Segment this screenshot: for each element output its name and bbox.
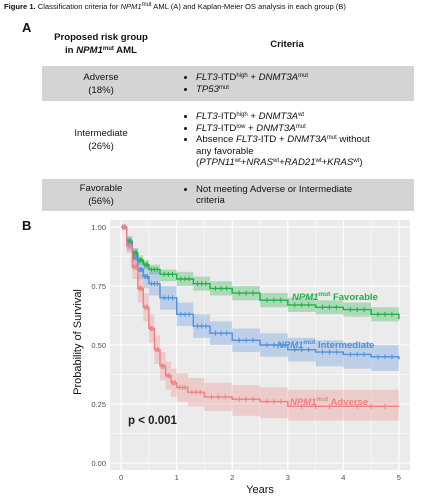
- y-tick-label: 0.75: [91, 282, 106, 291]
- caption-gene-sup: mut: [141, 2, 152, 8]
- risk-criteria-table: Proposed risk group in NPM1mut AML Crite…: [42, 22, 414, 211]
- y-tick-label: 0.50: [91, 341, 106, 350]
- header-group-line1: Proposed risk group: [54, 32, 148, 43]
- x-tick-label: 2: [230, 473, 234, 482]
- curve-adverse: [121, 226, 399, 407]
- row-favorable: Favorable (56%) Not meeting Adverse or I…: [42, 179, 414, 211]
- axis-ticks: 0.00 0.25 0.50 0.75 1.00 0 1 2 3 4 5: [91, 223, 401, 482]
- criteria-adverse: FLT3-ITDhigh + DNMT3Amut TP53mut: [160, 66, 414, 101]
- x-tick-label: 1: [175, 473, 179, 482]
- figure-caption: Figure 1. Classification criteria for NP…: [4, 2, 346, 11]
- curve-intermediate: [121, 226, 400, 360]
- caption-gene: NPM1: [120, 2, 142, 11]
- group-intermediate-name: Intermediate: [74, 128, 128, 139]
- criterion-favorable-1: Not meeting Adverse or Intermediatecrite…: [196, 184, 414, 207]
- band-favorable: [121, 227, 399, 327]
- x-tick-label: 4: [341, 473, 345, 482]
- row-adverse: Adverse (18%) FLT3-ITDhigh + DNMT3Amut T…: [42, 66, 414, 101]
- group-adverse-name: Adverse: [83, 71, 119, 83]
- panel-a-letter: A: [22, 20, 32, 35]
- criterion-intermediate-1: FLT3-ITDhigh + DNMT3Awt: [196, 111, 414, 123]
- caption-label: Figure 1.: [4, 2, 36, 11]
- label-intermediate: NPM1mut Intermediate: [277, 339, 374, 351]
- y-tick-label: 0.00: [91, 459, 106, 468]
- caption-text-b: AML (A) and Kaplan-Meier OS analysis in …: [151, 2, 346, 11]
- criteria-intermediate: FLT3-ITDhigh + DNMT3Awt FLT3-ITDlow + DN…: [160, 101, 414, 179]
- criterion-adverse-1: FLT3-ITDhigh + DNMT3Amut: [196, 72, 414, 84]
- group-favorable: Favorable (56%): [42, 179, 160, 211]
- criterion-intermediate-3: Absence FLT3-ITD + DNMT3Amut withoutany …: [196, 134, 414, 169]
- row-intermediate: Intermediate (26%) FLT3-ITDhigh + DNMT3A…: [42, 101, 414, 179]
- group-adverse: Adverse (18%): [42, 66, 160, 101]
- label-favorable: NPM1mut Favorable: [292, 291, 378, 303]
- survival-chart: 0.00 0.25 0.50 0.75 1.00 0 1 2 3 4 5 Probability o…: [72, 220, 410, 496]
- y-axis-label: Probability of Survival: [72, 289, 84, 395]
- criterion-adverse-2: TP53mut: [196, 84, 414, 96]
- panel-b-letter: B: [22, 218, 32, 233]
- group-favorable-name: Favorable: [79, 183, 123, 194]
- survival-curves: [121, 224, 400, 409]
- header-group-sup: mut: [102, 46, 114, 52]
- x-tick-label: 3: [286, 473, 290, 482]
- label-adverse: NPM1mut Adverse: [290, 396, 368, 408]
- header-group-gene: NPM1: [76, 45, 103, 56]
- group-adverse-pct: (18%): [88, 84, 114, 96]
- y-tick-label: 1.00: [91, 223, 106, 232]
- header-criteria: Criteria: [270, 38, 304, 50]
- header-group-in: in: [65, 45, 77, 56]
- table-header-row: Proposed risk group in NPM1mut AML Crite…: [42, 22, 414, 66]
- x-tick-label: 0: [119, 473, 123, 482]
- criteria-favorable: Not meeting Adverse or Intermediatecrite…: [160, 179, 414, 211]
- x-tick-label: 5: [397, 473, 401, 482]
- group-intermediate-pct: (26%): [88, 141, 114, 152]
- group-favorable-pct: (56%): [88, 196, 114, 207]
- p-value: p < 0.001: [128, 415, 178, 427]
- criterion-intermediate-2: FLT3-ITDlow + DNMT3Amut: [196, 123, 414, 135]
- band-adverse: [121, 227, 399, 421]
- group-intermediate: Intermediate (26%): [42, 101, 160, 179]
- x-axis-label: Years: [246, 484, 274, 496]
- header-risk-group: Proposed risk group in NPM1mut AML: [42, 22, 160, 66]
- y-tick-label: 0.25: [91, 400, 106, 409]
- caption-text-a: Classification criteria for: [35, 2, 121, 11]
- curve-favorable: [121, 226, 400, 320]
- header-group-tail: AML: [113, 45, 137, 56]
